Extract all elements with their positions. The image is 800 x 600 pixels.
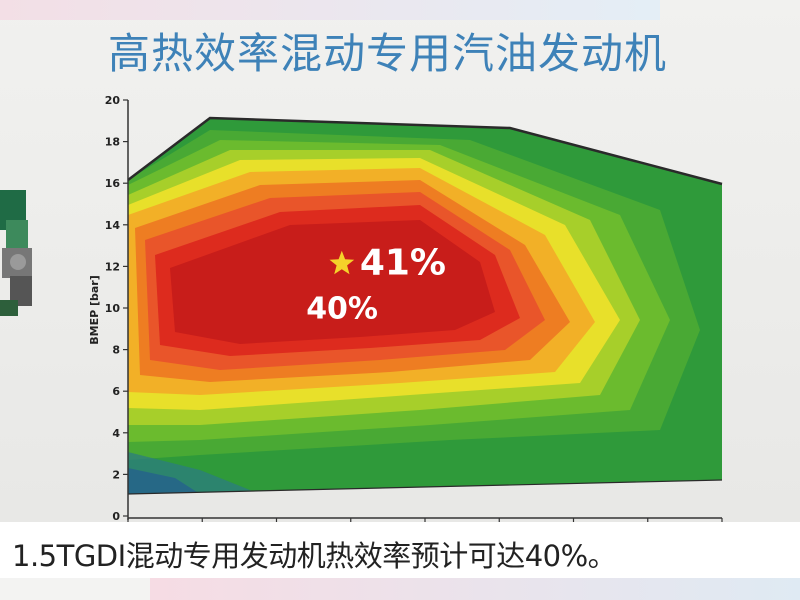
contour-core <box>170 220 495 344</box>
caption-bar <box>0 522 800 578</box>
y-tick-label: 18 <box>105 136 120 149</box>
contour-low-teal <box>128 452 260 494</box>
y-tick-label: 6 <box>112 385 120 398</box>
y-tick-label: 16 <box>105 177 121 190</box>
chart-annotations: 41%40% <box>306 243 446 327</box>
caption-text: 1.5TGDI混动专用发动机热效率预计可达40%。 <box>12 539 617 573</box>
y-tick-label: 10 <box>105 302 121 315</box>
star-icon <box>329 250 355 275</box>
decorative-top-strip <box>0 0 660 20</box>
y-tick-label: 14 <box>105 219 121 232</box>
y-axis-label: BMEP [bar] <box>88 275 101 345</box>
slide-photo: 0 2 4 6 8 10 12 14 16 18 20 BMEP [bar] 41% 40% 高热效率… <box>0 0 800 522</box>
x-axis-ticks <box>127 518 723 522</box>
y-tick-label: 0 <box>112 510 120 522</box>
y-tick-label: 8 <box>112 344 120 357</box>
y-tick-label: 4 <box>112 427 120 440</box>
efficiency-map-contours <box>128 118 722 494</box>
annotation-label: 41% <box>360 243 446 284</box>
y-tick-label: 12 <box>105 260 120 273</box>
annotation-label: 40% <box>306 291 378 326</box>
max-torque-line <box>127 116 723 186</box>
y-tick-label: 20 <box>105 94 121 107</box>
min-load-line <box>127 479 723 495</box>
page-title: 高热效率混动专用汽油发动机 <box>108 29 668 78</box>
y-axis-ticks: 0 2 4 6 8 10 12 14 16 18 20 <box>105 94 128 522</box>
engine-illustration <box>0 190 32 316</box>
y-tick-label: 2 <box>112 468 120 481</box>
decorative-bottom-strip <box>150 578 800 600</box>
